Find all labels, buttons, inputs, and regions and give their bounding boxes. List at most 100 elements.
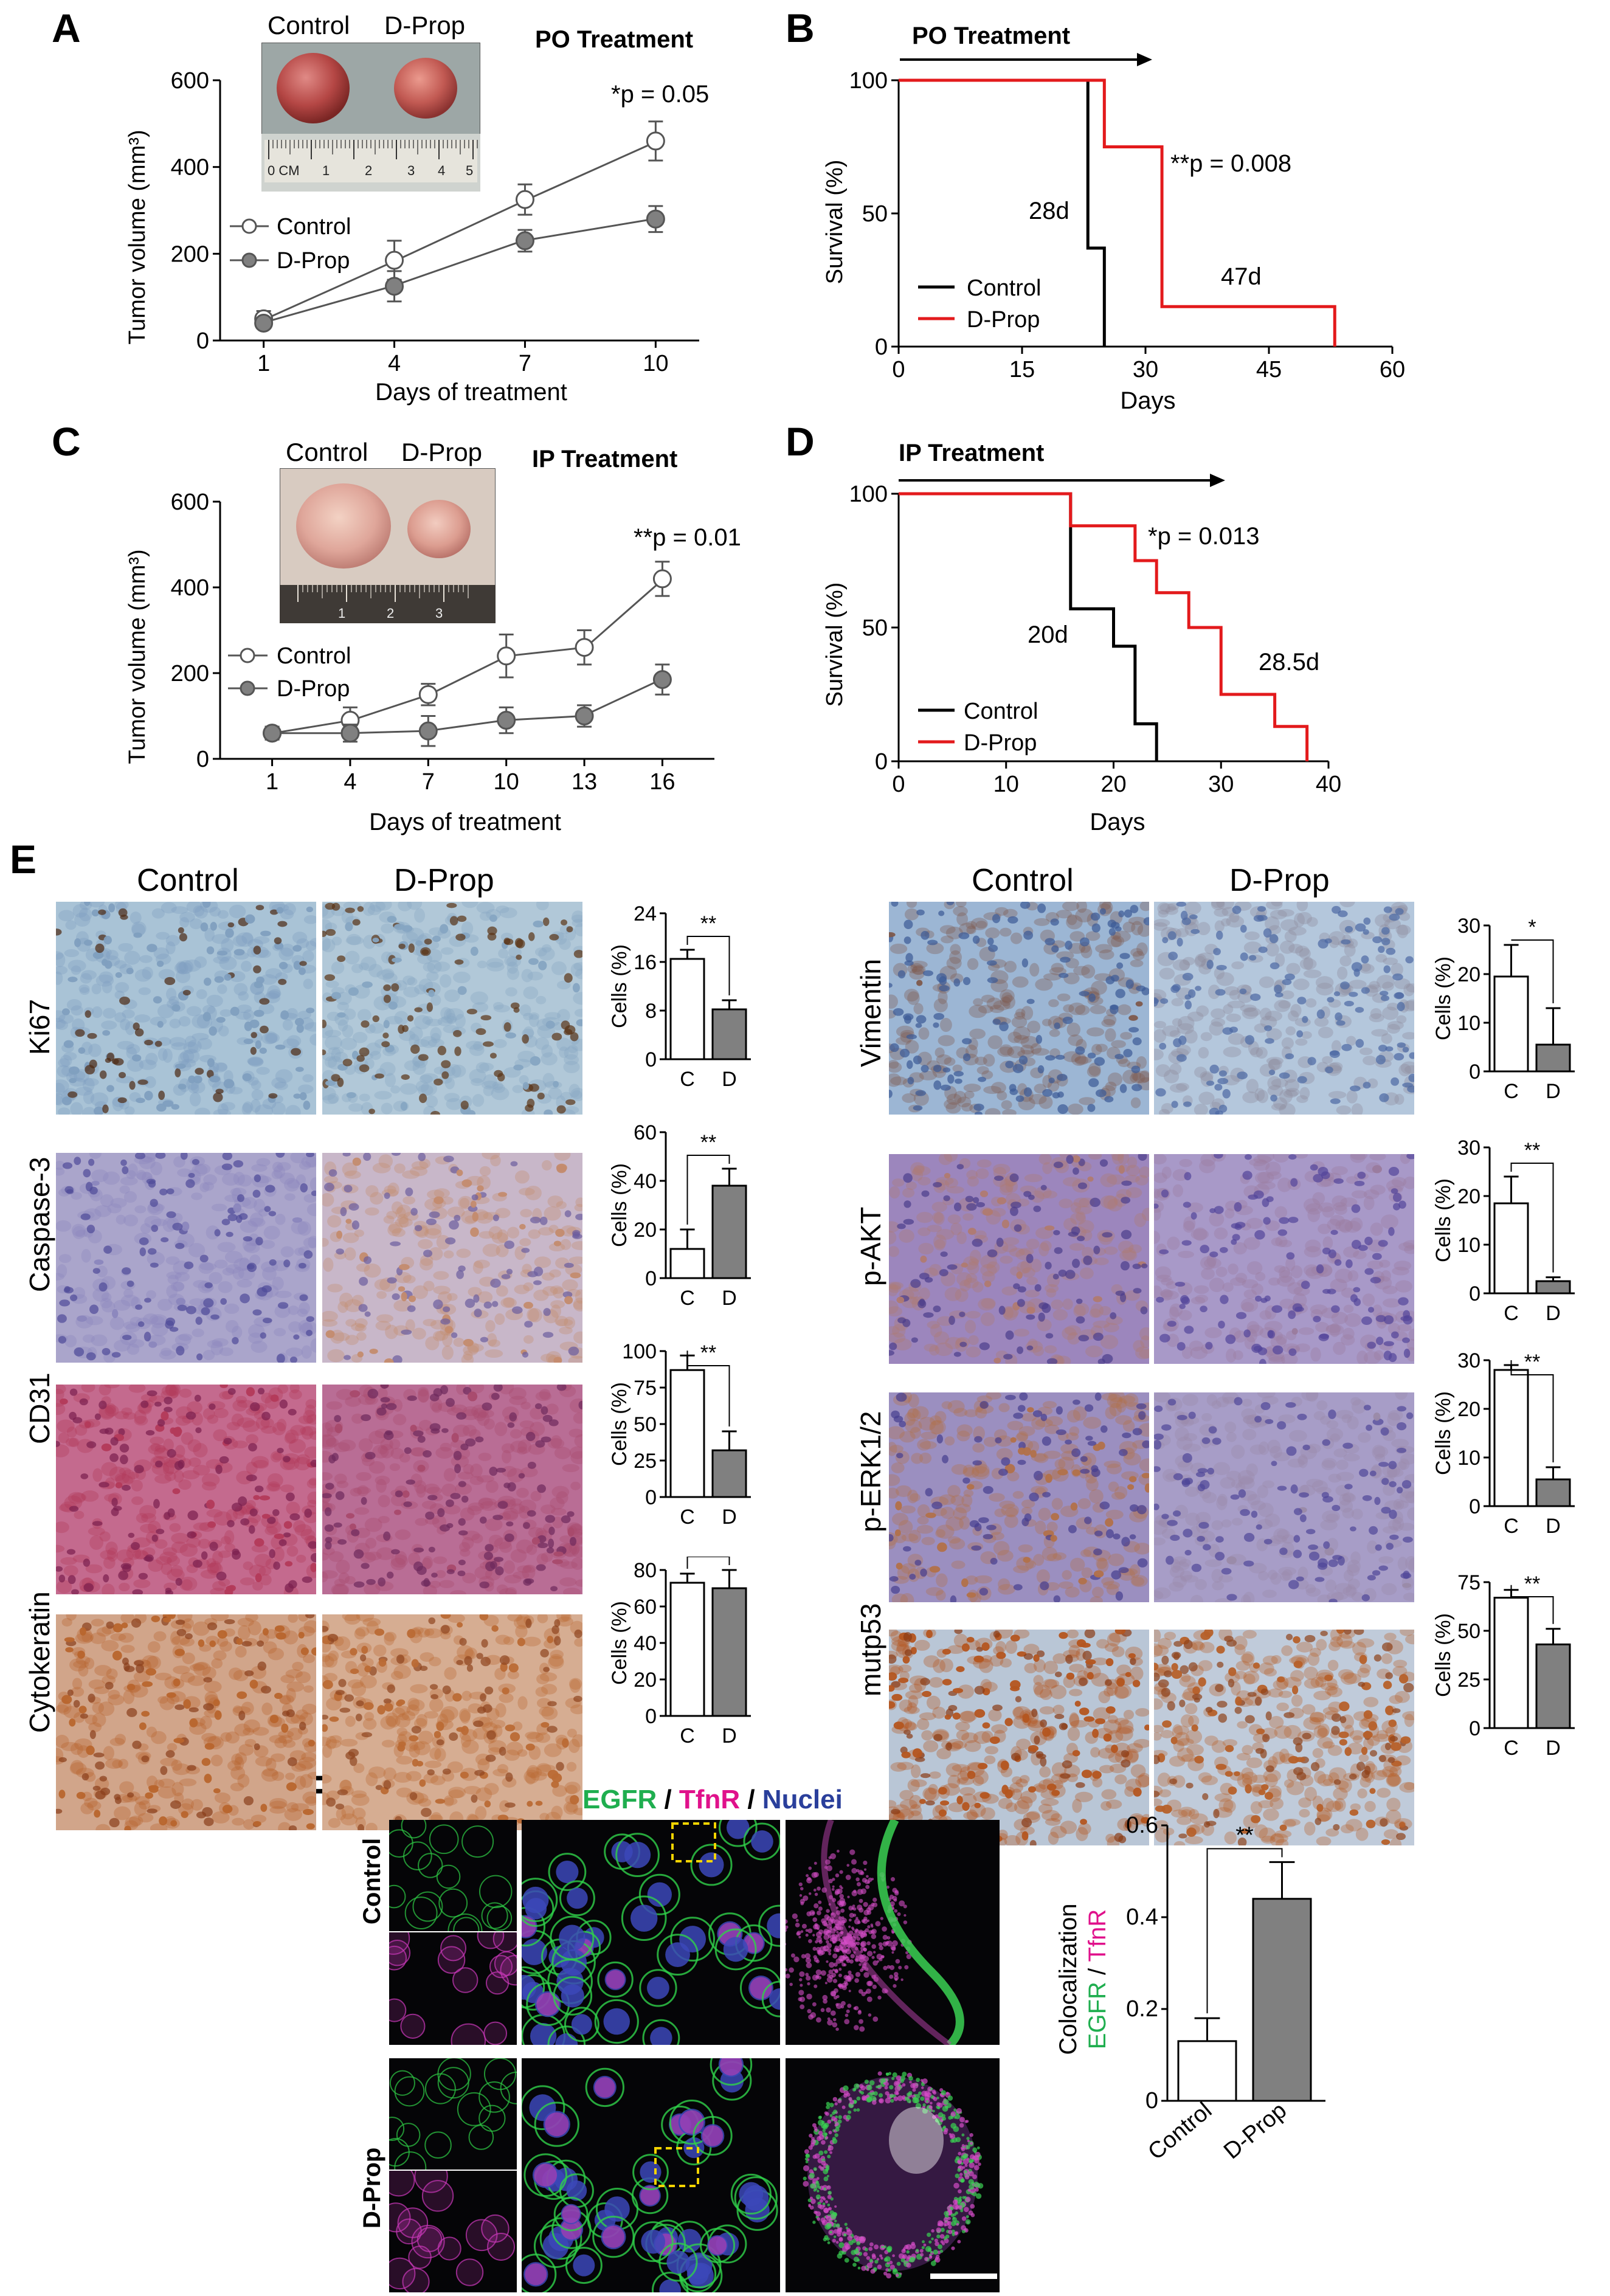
ruler-cm-label: 0 CM — [268, 163, 300, 178]
fluorescence-tfnr-small-dprop — [381, 2159, 517, 2295]
data-point-dprop — [575, 707, 594, 725]
y-tick-label: 200 — [171, 661, 209, 686]
bar-c — [1493, 1202, 1529, 1295]
chart-a-tumor-volume-po: PO Treatment *p = 0.05 Tumor volume (mm³… — [125, 26, 709, 406]
chart-b-median-control: 28d — [1029, 198, 1069, 224]
chart-a-pvalue: *p = 0.05 — [611, 81, 709, 108]
bar-d — [711, 1587, 747, 1717]
y-tick-label: 25 — [1457, 1668, 1480, 1692]
e-left-header-dprop: D-Prop — [394, 863, 494, 898]
y-tick-label: 0.4 — [1126, 1904, 1158, 1930]
x-tick-label: 40 — [1316, 772, 1341, 797]
data-point-dprop — [340, 724, 360, 743]
y-tick-label: 0 — [1469, 1495, 1480, 1518]
x-tick-label: 4 — [344, 769, 356, 795]
significance-label: ** — [700, 912, 716, 935]
micrograph-caspase3-control — [49, 1148, 323, 1364]
chart-d-ylabel: Survival (%) — [822, 583, 848, 707]
significance-bracket — [686, 1557, 730, 1569]
y-tick-label: 20 — [634, 1668, 657, 1692]
chart-c-xlabel: Days of treatment — [369, 809, 561, 835]
x-tick-label: C — [1504, 1302, 1519, 1325]
bar-d — [1535, 1643, 1571, 1729]
f-title-nuclei: Nuclei — [762, 1785, 843, 1814]
x-tick-label: 4 — [388, 351, 401, 376]
bar-d — [711, 1449, 747, 1498]
y-axis-label: Cells (%) — [1432, 1613, 1455, 1697]
x-tick-label: 16 — [649, 769, 675, 795]
f-row-label-control: Control — [359, 1838, 385, 1924]
ruler-tick-label: 2 — [387, 606, 394, 621]
y-tick-label: 0 — [875, 334, 888, 360]
y-axis-label: Cells (%) — [608, 1163, 631, 1247]
chart-c-ylabel: Tumor volume (mm³) — [125, 549, 150, 764]
bar-c — [669, 1248, 705, 1279]
x-tick-label: C — [1504, 1515, 1519, 1538]
chart-d-pvalue: *p = 0.013 — [1148, 523, 1260, 550]
e-right-header-dprop: D-Prop — [1229, 863, 1330, 898]
x-tick-label: D — [722, 1068, 737, 1091]
y-tick-label: 60 — [634, 1121, 657, 1144]
ruler-tick-label: 1 — [338, 606, 345, 621]
x-tick-label: 0 — [892, 772, 905, 797]
chart-b-pvalue: **p = 0.008 — [1170, 150, 1291, 177]
y-axis-label: Cells (%) — [608, 944, 631, 1028]
micrograph-pakt-control — [882, 1147, 1155, 1369]
y-axis-label: Cells (%) — [608, 1601, 631, 1685]
y-tick-label: 30 — [1457, 1349, 1480, 1372]
y-tick-label: 24 — [634, 902, 657, 925]
chart-c-treatment-label: IP Treatment — [532, 446, 677, 472]
chart-d-legend: Control D-Prop — [918, 699, 1038, 756]
y-tick-label: 0 — [645, 1048, 657, 1071]
x-tick-label: 60 — [1380, 357, 1405, 382]
bar-c — [669, 958, 705, 1060]
micrograph-ki67-control — [49, 896, 323, 1121]
chart-b-legend: Control D-Prop — [918, 275, 1042, 333]
bar-d — [1535, 1478, 1571, 1507]
significance-bracket — [686, 1350, 730, 1426]
legend-dprop-label: D-Prop — [277, 676, 350, 702]
survival-curve-dprop — [899, 78, 1336, 347]
chart-b-xlabel: Days — [1120, 387, 1175, 414]
row-label-caspase3: Caspase-3 — [24, 1157, 55, 1292]
y-tick-label: 50 — [862, 615, 888, 641]
bar-d — [1535, 1043, 1571, 1073]
x-tick-label: D — [722, 1287, 737, 1310]
y-tick-label: 30 — [1457, 915, 1480, 938]
micrograph-vimentin-control — [882, 897, 1155, 1119]
significance-label: ** — [1235, 1822, 1254, 1848]
micrograph-cd31-dprop — [316, 1380, 590, 1599]
data-point-control — [646, 131, 665, 151]
chart-g-ylabel-top: Colocalization — [1055, 1903, 1082, 2055]
row-label-pakt: p-AKT — [855, 1206, 886, 1286]
data-point-control — [515, 190, 534, 209]
x-tick-label: C — [1504, 1080, 1519, 1103]
series-line-dprop — [271, 679, 662, 735]
x-tick-label: 10 — [643, 351, 668, 376]
fluorescence-zoom-dprop — [786, 2058, 1000, 2292]
micrograph-vimentin-dprop — [1147, 896, 1421, 1118]
chart-b-survival-po: PO Treatment **p = 0.008 28d 47d Surviva… — [822, 22, 1405, 414]
y-tick-label: 16 — [634, 951, 657, 974]
photo-label-dprop-ip: D-Prop — [401, 438, 483, 466]
y-axis-label: Cells (%) — [1432, 1178, 1455, 1262]
x-tick-label: D — [722, 1724, 737, 1748]
x-tick-label: 7 — [422, 769, 435, 795]
micrograph-mutp53-dprop — [1145, 1625, 1422, 1852]
y-tick-label: 100 — [849, 482, 888, 507]
significance-label: ** — [1524, 1572, 1540, 1596]
x-tick-label: 30 — [1208, 772, 1234, 797]
y-axis-label: Cells (%) — [1432, 956, 1455, 1040]
chart-g-colocalization: Colocalization EGFR / TfnR 00.20.40.6Con… — [1055, 1813, 1325, 2165]
chart-b-treatment-label: PO Treatment — [912, 22, 1070, 49]
row-label-cd31: CD31 — [24, 1372, 55, 1444]
bar-c — [1493, 975, 1529, 1073]
bar-d-prop — [1252, 1898, 1312, 2102]
photo-label-control-ip: Control — [286, 438, 368, 466]
x-tick-label: C — [680, 1068, 695, 1091]
micrograph-pakt-dprop — [1148, 1148, 1422, 1369]
panel-letter-c: C — [52, 419, 81, 464]
legend-dprop-label: D-Prop — [964, 730, 1037, 756]
